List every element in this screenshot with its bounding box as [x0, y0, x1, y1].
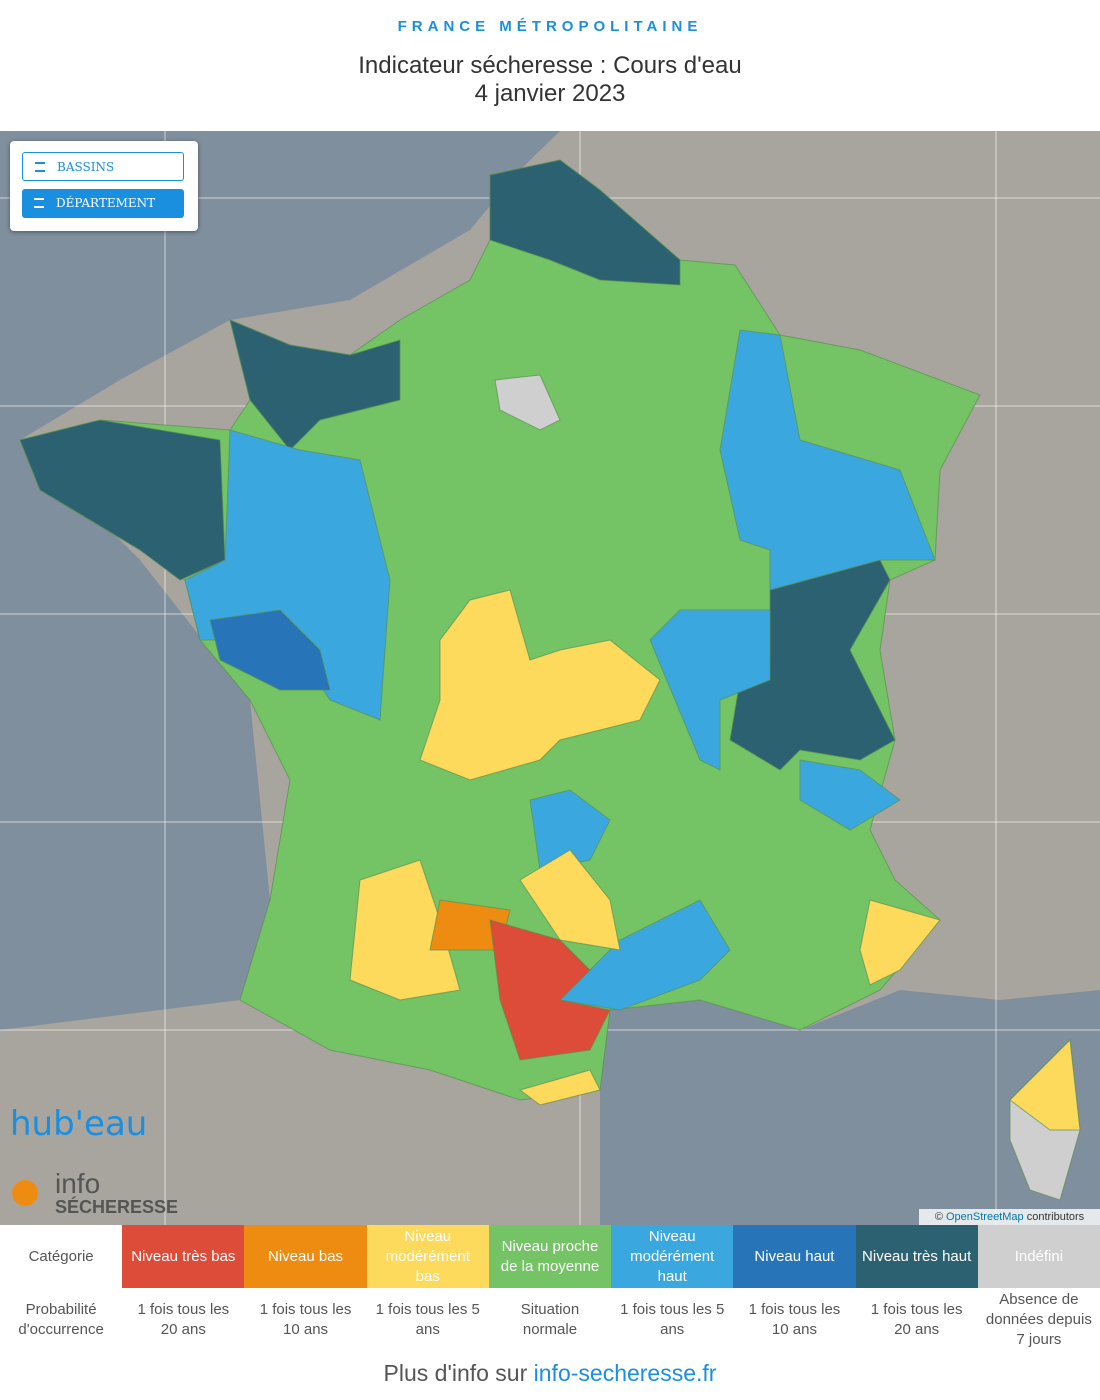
legend-occurrence: 1 fois tous les 10 ans — [733, 1290, 856, 1350]
legend-label: Niveau modérément bas — [366, 1225, 489, 1288]
legend-occurrence: Probabilité d'occurrence — [0, 1290, 123, 1350]
logo-secheresse: SÉCHERESSE — [55, 1196, 178, 1217]
legend-label: Niveau modérément haut — [611, 1225, 734, 1288]
title: Indicateur sécheresse : Cours d'eau — [358, 52, 742, 79]
legend-occurrence: 1 fois tous les 10 ans — [244, 1290, 367, 1350]
attribution-text: contributors — [1026, 1211, 1085, 1223]
footer-text: Plus d'info sur — [383, 1360, 528, 1386]
legend-label: Niveau proche de la moyenne — [488, 1225, 612, 1288]
legend-occurrence: 1 fois tous les 5 ans — [366, 1290, 489, 1350]
map[interactable]: hub'eau info SÉCHERESSE — [0, 131, 1100, 1225]
legend-occurrence: 1 fois tous les 20 ans — [855, 1290, 978, 1350]
legend-label: Niveau très haut — [855, 1225, 978, 1288]
layer-control: BASSINS VERSANTS DÉPARTEMENT — [10, 141, 198, 231]
header: FRANCE MÉTROPOLITAINE Indicateur séchere… — [0, 0, 1100, 131]
legend-label: Niveau bas — [244, 1225, 367, 1288]
legend-occurrence: 1 fois tous les 20 ans — [122, 1290, 245, 1350]
link[interactable]: OpenStreetMap — [945, 1211, 1024, 1223]
logo-hubeau: hub'eau — [10, 1104, 147, 1144]
link[interactable]: info-secheresse.fr — [533, 1360, 717, 1386]
legend-label: Niveau très bas — [122, 1225, 245, 1288]
legend-occurrence: 1 fois tous les 5 ans — [611, 1290, 734, 1350]
legend-occurrence: Absence de données depuis 7 jours — [977, 1290, 1100, 1350]
attribution: © OpenStreetMap contributors — [919, 1209, 1100, 1225]
legend-label: Niveau haut — [733, 1225, 856, 1288]
supertitle: FRANCE MÉTROPOLITAINE — [397, 18, 703, 35]
legend-occurrence: Situation normale — [488, 1290, 612, 1350]
button-label: DÉPARTEMENT — [56, 196, 156, 210]
footer: Plus d'info sur info-secheresse.fr — [0, 1360, 1100, 1387]
legend-label: Indéfini — [977, 1225, 1100, 1288]
button[interactable]: BASSINS VERSANTS — [22, 152, 184, 203]
logo-info: info — [55, 1168, 100, 1199]
date: 4 janvier 2023 — [474, 80, 626, 107]
legend-label: Catégorie — [0, 1225, 123, 1288]
button[interactable]: DÉPARTEMENT — [22, 189, 184, 218]
copyright: © — [934, 1211, 943, 1223]
